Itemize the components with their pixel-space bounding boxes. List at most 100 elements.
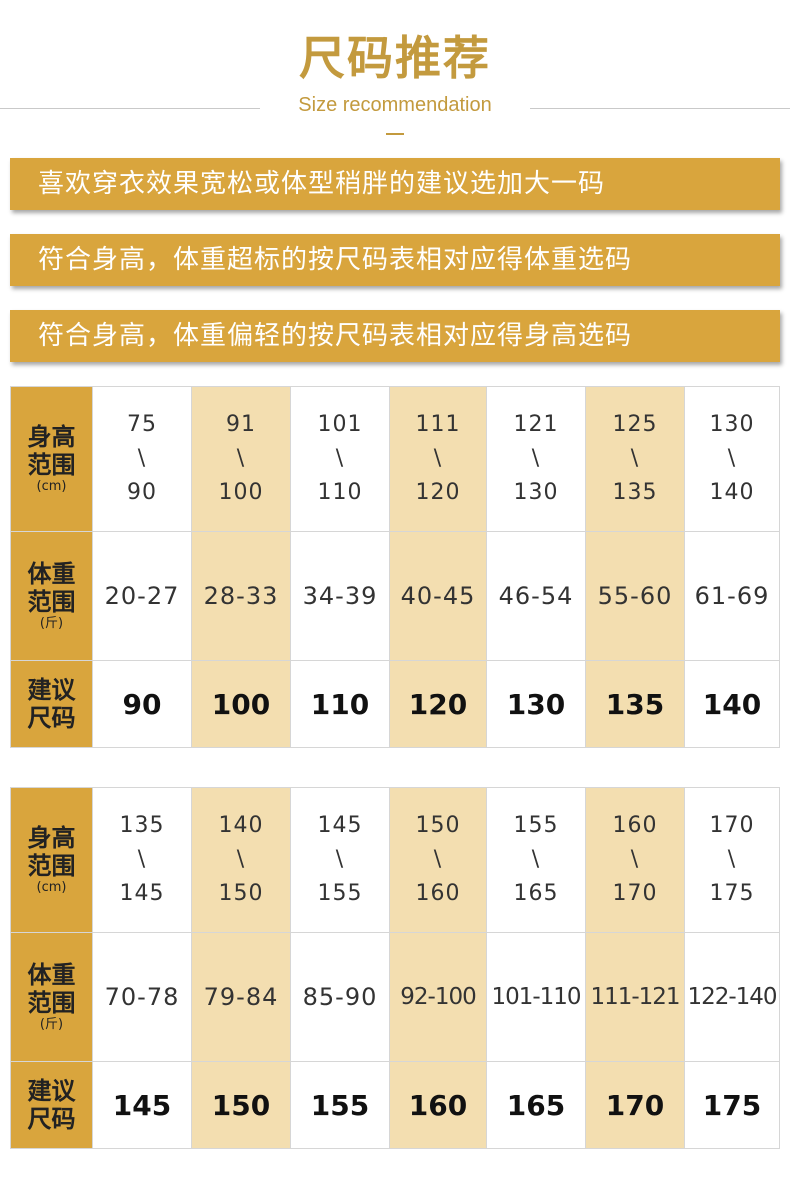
suggested-size-value: 135 (605, 687, 665, 721)
suggested-size-value: 155 (310, 1088, 370, 1122)
suggested-size-header: 建议 尺码 (10, 660, 93, 748)
weight-range-header: 体重 范围 (斤) (10, 531, 93, 661)
weight-range-value: 79-84 (203, 983, 279, 1011)
height-range-cell: 130 \ 140 (684, 386, 780, 532)
height-max: 145 (119, 881, 165, 906)
header-unit: (斤) (39, 1017, 64, 1032)
header-label: 尺码 (27, 704, 76, 732)
weight-range-value: 70-78 (104, 983, 180, 1011)
weight-range-cell: 34-39 (290, 531, 390, 661)
divider-left (0, 108, 260, 109)
page-header: 尺码推荐 Size recommendation (0, 0, 790, 150)
suggested-size-cell: 145 (92, 1061, 192, 1149)
range-separator: \ (727, 847, 737, 872)
suggested-size-value: 130 (506, 687, 566, 721)
suggested-size-value: 140 (702, 687, 762, 721)
weight-range-cell: 101-110 (486, 932, 586, 1062)
height-range-cell: 125 \ 135 (585, 386, 685, 532)
height-range-value: 125 \ 135 (586, 408, 684, 510)
height-range-header: 身高 范围 (cm) (10, 386, 93, 532)
header-unit: (cm) (36, 479, 67, 494)
height-range-value: 91 \ 100 (192, 408, 290, 510)
height-min: 150 (415, 813, 461, 838)
weight-range-row: 体重 范围 (斤) 20-27 28-33 34-39 40-45 46-54 55-60 61-… (10, 531, 780, 661)
height-range-value: 150 \ 160 (390, 809, 486, 911)
height-min: 135 (119, 813, 165, 838)
suggested-size-value: 110 (310, 687, 370, 721)
suggested-size-cell: 175 (684, 1061, 780, 1149)
weight-range-value: 55-60 (597, 582, 673, 610)
height-range-value: 145 \ 155 (291, 809, 389, 911)
weight-range-value: 28-33 (203, 582, 279, 610)
weight-range-cell: 40-45 (389, 531, 487, 661)
height-min: 101 (317, 412, 363, 437)
height-max: 170 (612, 881, 658, 906)
tip-banner-underweight: 符合身高，体重偏轻的按尺码表相对应得身高选码 (10, 310, 780, 362)
height-range-row: 身高 范围 (cm) 75 \ 90 91 \ 100 101 \ 110 111 \ 120 121 \ 130… (10, 386, 780, 532)
height-max: 150 (218, 881, 264, 906)
height-range-cell: 101 \ 110 (290, 386, 390, 532)
height-max: 110 (317, 480, 363, 505)
suggested-size-cell: 100 (191, 660, 291, 748)
height-range-cell: 155 \ 165 (486, 787, 586, 933)
height-range-value: 101 \ 110 (291, 408, 389, 510)
height-range-cell: 160 \ 170 (585, 787, 685, 933)
header-unit: (斤) (39, 616, 64, 631)
height-range-cell: 121 \ 130 (486, 386, 586, 532)
height-min: 155 (513, 813, 559, 838)
suggested-size-cell: 90 (92, 660, 192, 748)
suggested-size-cell: 120 (389, 660, 487, 748)
height-range-cell: 91 \ 100 (191, 386, 291, 532)
range-separator: \ (236, 446, 246, 471)
suggested-size-row: 建议 尺码 90 100 110 120 130 135 140 (10, 660, 780, 748)
suggested-size-value: 150 (211, 1088, 271, 1122)
suggested-size-header: 建议 尺码 (10, 1061, 93, 1149)
height-range-value: 155 \ 165 (487, 809, 585, 911)
height-range-header: 身高 范围 (cm) (10, 787, 93, 933)
weight-range-value: 40-45 (400, 582, 476, 610)
title-underline (386, 133, 404, 135)
height-range-cell: 135 \ 145 (92, 787, 192, 933)
weight-range-cell: 61-69 (684, 531, 780, 661)
suggested-size-cell: 140 (684, 660, 780, 748)
range-separator: \ (433, 446, 443, 471)
suggested-size-value: 145 (112, 1088, 172, 1122)
header-label: 建议 (27, 676, 76, 704)
range-separator: \ (335, 446, 345, 471)
height-range-value: 160 \ 170 (586, 809, 684, 911)
weight-range-cell: 70-78 (92, 932, 192, 1062)
height-min: 111 (415, 412, 461, 437)
height-min: 125 (612, 412, 658, 437)
tip-banner-loose-fit: 喜欢穿衣效果宽松或体型稍胖的建议选加大一码 (10, 158, 780, 210)
height-range-cell: 170 \ 175 (684, 787, 780, 933)
suggested-size-value: 175 (702, 1088, 762, 1122)
height-range-value: 111 \ 120 (390, 408, 486, 510)
weight-range-cell: 55-60 (585, 531, 685, 661)
suggested-size-cell: 155 (290, 1061, 390, 1149)
height-max: 160 (415, 881, 461, 906)
weight-range-cell: 20-27 (92, 531, 192, 661)
suggested-size-value: 100 (211, 687, 271, 721)
range-separator: \ (727, 446, 737, 471)
weight-range-value: 61-69 (694, 582, 770, 610)
subtitle-row: Size recommendation (0, 94, 790, 122)
suggested-size-cell: 165 (486, 1061, 586, 1149)
height-range-row: 身高 范围 (cm) 135 \ 145 140 \ 150 145 \ 155 150 \ 160 155 \… (10, 787, 780, 933)
header-label: 范围 (27, 588, 76, 616)
header-label: 建议 (27, 1077, 76, 1105)
height-max: 155 (317, 881, 363, 906)
height-range-cell: 150 \ 160 (389, 787, 487, 933)
height-min: 91 (226, 412, 256, 437)
suggested-size-cell: 110 (290, 660, 390, 748)
range-separator: \ (630, 446, 640, 471)
range-separator: \ (137, 446, 147, 471)
height-range-value: 140 \ 150 (192, 809, 290, 911)
weight-range-cell: 92-100 (389, 932, 487, 1062)
height-max: 130 (513, 480, 559, 505)
header-label: 身高 (27, 824, 76, 852)
height-range-value: 170 \ 175 (685, 809, 779, 911)
height-range-value: 75 \ 90 (93, 408, 191, 510)
header-label: 体重 (27, 961, 76, 989)
height-range-value: 135 \ 145 (93, 809, 191, 911)
header-label: 范围 (27, 989, 76, 1017)
